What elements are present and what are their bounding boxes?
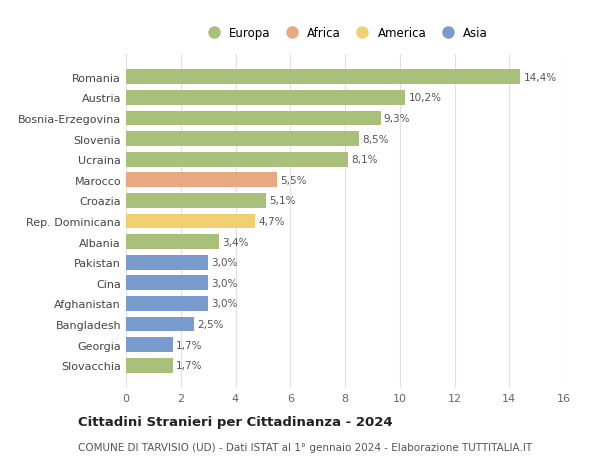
Text: 8,5%: 8,5% (362, 134, 388, 144)
Text: 3,0%: 3,0% (211, 257, 238, 268)
Bar (126, 296, 208, 311)
Text: 1,7%: 1,7% (176, 340, 202, 350)
Bar (126, 317, 194, 331)
Text: 14,4%: 14,4% (523, 73, 557, 83)
Text: 5,5%: 5,5% (280, 175, 307, 185)
Bar (126, 214, 254, 229)
Text: 5,1%: 5,1% (269, 196, 295, 206)
Text: COMUNE DI TARVISIO (UD) - Dati ISTAT al 1° gennaio 2024 - Elaborazione TUTTITALI: COMUNE DI TARVISIO (UD) - Dati ISTAT al … (78, 442, 532, 452)
Bar (126, 112, 380, 126)
Text: 8,1%: 8,1% (351, 155, 377, 165)
Bar (126, 358, 173, 373)
Bar (126, 235, 219, 249)
Text: 1,7%: 1,7% (176, 360, 202, 370)
Bar (126, 255, 208, 270)
Bar (126, 132, 359, 147)
Text: 3,4%: 3,4% (223, 237, 249, 247)
Text: 2,5%: 2,5% (198, 319, 224, 329)
Text: 3,0%: 3,0% (211, 299, 238, 308)
Bar (126, 70, 520, 85)
Bar (126, 152, 348, 167)
Text: 3,0%: 3,0% (211, 278, 238, 288)
Bar (126, 173, 277, 188)
Text: 4,7%: 4,7% (258, 217, 284, 226)
Text: Cittadini Stranieri per Cittadinanza - 2024: Cittadini Stranieri per Cittadinanza - 2… (78, 415, 392, 428)
Text: 9,3%: 9,3% (384, 114, 410, 123)
Bar (126, 276, 208, 291)
Bar (126, 91, 405, 106)
Text: 10,2%: 10,2% (409, 93, 442, 103)
Bar (126, 337, 173, 352)
Bar (126, 194, 266, 208)
Legend: Europa, Africa, America, Asia: Europa, Africa, America, Asia (200, 24, 490, 42)
